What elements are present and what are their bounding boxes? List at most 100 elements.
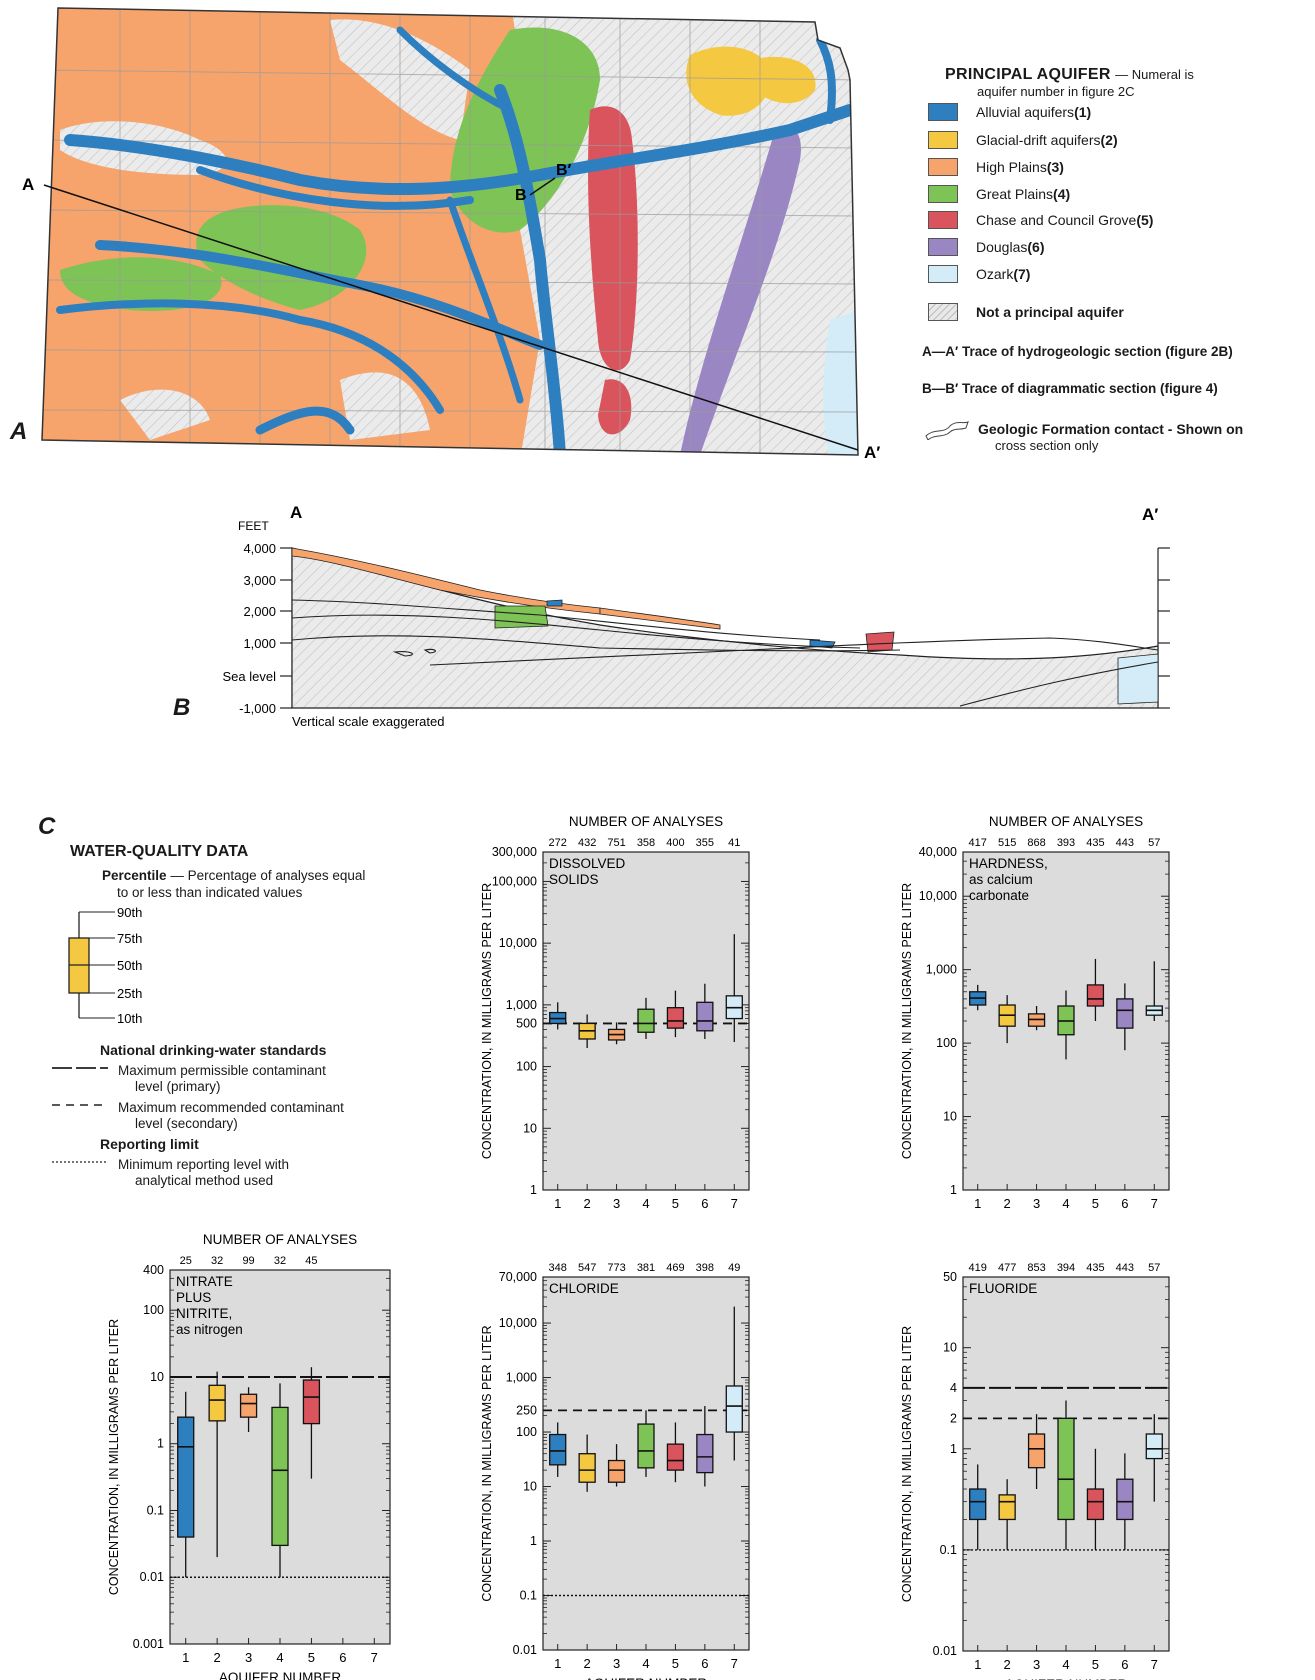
x-tick-label: 6 bbox=[1121, 1657, 1128, 1672]
x-tick-label: 2 bbox=[214, 1650, 221, 1665]
analysis-count: 868 bbox=[1027, 837, 1045, 849]
x-tick-label: 5 bbox=[672, 1196, 679, 1211]
analysis-count: 435 bbox=[1086, 837, 1104, 849]
legend-trace-b: B—B′ Trace of diagrammatic section (figu… bbox=[922, 381, 1218, 396]
legend-item-label: Great Plains bbox=[976, 186, 1054, 202]
analysis-count: 355 bbox=[696, 837, 714, 849]
y-tick-label: 1 bbox=[530, 1183, 537, 1197]
y-tick-label: 1,000 bbox=[506, 998, 537, 1012]
box-aquifer-5 bbox=[666, 1443, 685, 1471]
y-tick-label: 0.1 bbox=[940, 1543, 957, 1557]
x-tick-label: 4 bbox=[642, 1656, 649, 1671]
river-alluvial bbox=[64, 104, 856, 196]
legend-item-label: Glacial-drift aquifers bbox=[976, 132, 1101, 148]
chart-title-line: SOLIDS bbox=[549, 872, 599, 887]
x-tick-label: 2 bbox=[1004, 1657, 1011, 1672]
x-tick-label: 5 bbox=[1092, 1657, 1099, 1672]
map-label-b-prime: B′ bbox=[556, 162, 572, 179]
analysis-count: 547 bbox=[578, 1262, 596, 1274]
box-aquifer-5 bbox=[666, 1007, 685, 1029]
y-tick-label: 1,000 bbox=[926, 963, 957, 977]
river-alluvial bbox=[56, 299, 444, 414]
key-p25: 25th bbox=[117, 986, 142, 1001]
key-p10: 10th bbox=[117, 1011, 142, 1026]
analysis-count: 32 bbox=[211, 1255, 223, 1267]
y-tick-label: 0.001 bbox=[133, 1637, 164, 1651]
y-tick-label: 100 bbox=[936, 1036, 957, 1050]
river-alluvial bbox=[255, 406, 355, 435]
wq-percentile-desc1: — Percentage of analyses equal bbox=[170, 868, 366, 883]
x-tick-label: 4 bbox=[1062, 1657, 1069, 1672]
analysis-count: 49 bbox=[728, 1262, 740, 1274]
y-tick-label: 10 bbox=[943, 1341, 957, 1355]
map-label-b: B bbox=[515, 187, 527, 204]
box-aquifer-5 bbox=[1086, 1488, 1105, 1521]
river-alluvial bbox=[196, 166, 474, 210]
analysis-count: 443 bbox=[1116, 1262, 1134, 1274]
section-tick: 1,000 bbox=[243, 636, 276, 651]
legend-heading: PRINCIPAL AQUIFER — Numeral is bbox=[945, 66, 1194, 84]
x-tick-label: 6 bbox=[701, 1196, 708, 1211]
box-aquifer-6 bbox=[1116, 1478, 1134, 1521]
analysis-count: 394 bbox=[1057, 1262, 1075, 1274]
river-alluvial bbox=[396, 26, 514, 114]
y-tick-label: 10 bbox=[523, 1480, 537, 1494]
chart-title-line: as calcium bbox=[969, 872, 1033, 887]
key-p75: 75th bbox=[117, 931, 142, 946]
chart-title-line: as nitrogen bbox=[176, 1322, 243, 1337]
legend-title: PRINCIPAL AQUIFER bbox=[945, 66, 1111, 83]
box-aquifer-4 bbox=[1057, 1417, 1075, 1521]
map-label-a-prime: A′ bbox=[864, 443, 880, 460]
section-tick: Sea level bbox=[223, 669, 277, 684]
y-axis-label: CONCENTRATION, IN MILLIGRAMS PER LITER bbox=[480, 1325, 494, 1601]
y-tick-label: 0.01 bbox=[140, 1570, 164, 1584]
section-tick: -1,000 bbox=[239, 701, 276, 716]
section-note: Vertical scale exaggerated bbox=[292, 714, 444, 729]
x-tick-label: 1 bbox=[974, 1196, 981, 1211]
legend-contact-line2: cross section only bbox=[995, 438, 1099, 453]
wq-reporting-2: analytical method used bbox=[135, 1173, 274, 1188]
legend-item: Great Plains (4) bbox=[928, 185, 1070, 203]
x-tick-label: 2 bbox=[584, 1196, 591, 1211]
legend-item-number: (7) bbox=[1013, 266, 1031, 282]
x-tick-label: 7 bbox=[371, 1650, 378, 1665]
chart-chloride: 0.01 0.1 1 10 100 250 1,000 10,000 70,000 1 2 3 4 5 6 7… bbox=[480, 1262, 750, 1680]
legend-item: Ozark (7) bbox=[928, 265, 1030, 283]
analysis-count: 773 bbox=[607, 1262, 625, 1274]
y-axis-label: CONCENTRATION, IN MILLIGRAMS PER LITER bbox=[900, 883, 914, 1159]
wq-percentile-desc2: to or less than indicated values bbox=[117, 885, 303, 900]
chart-title-line: HARDNESS, bbox=[969, 856, 1048, 871]
analysis-count: 443 bbox=[1116, 837, 1134, 849]
x-tick-label: 5 bbox=[308, 1650, 315, 1665]
x-tick-label: 7 bbox=[1151, 1657, 1158, 1672]
analysis-count: 272 bbox=[549, 837, 567, 849]
x-tick-label: 6 bbox=[701, 1656, 708, 1671]
y-tick-label: 100 bbox=[143, 1303, 164, 1317]
analysis-count: 417 bbox=[969, 837, 987, 849]
key-p50: 50th bbox=[117, 958, 142, 973]
box-aquifer-4 bbox=[637, 1008, 655, 1033]
x-tick-label: 2 bbox=[1004, 1196, 1011, 1211]
wq-secondary-2: level (secondary) bbox=[135, 1116, 238, 1131]
box-aquifer-1 bbox=[177, 1416, 195, 1538]
x-tick-label: 7 bbox=[731, 1196, 738, 1211]
x-tick-label: 4 bbox=[642, 1196, 649, 1211]
number-of-analyses-label: NUMBER OF ANALYSES bbox=[989, 814, 1143, 829]
legend-item-label: Ozark bbox=[976, 266, 1014, 282]
box-aquifer-4 bbox=[637, 1423, 655, 1469]
analysis-count: 469 bbox=[666, 1262, 684, 1274]
panel-letter-a: A bbox=[10, 418, 28, 445]
legend-swatch bbox=[928, 265, 958, 283]
x-axis-label: AQUIFER NUMBER bbox=[219, 1670, 342, 1680]
analysis-count: 477 bbox=[998, 1262, 1016, 1274]
legend-contact: Geologic Formation contact - Shown on bbox=[978, 421, 1243, 437]
y-tick-label: 1 bbox=[950, 1442, 957, 1456]
legend-note-1: — Numeral is bbox=[1115, 67, 1194, 82]
y-tick-label: 10 bbox=[150, 1370, 164, 1384]
secondary-standard-line-key bbox=[52, 1104, 108, 1106]
analysis-count: 41 bbox=[728, 837, 740, 849]
y-tick-label: 4 bbox=[950, 1381, 957, 1395]
x-tick-label: 3 bbox=[613, 1656, 620, 1671]
percentile-key: 90th 75th 50th 25th 10th bbox=[68, 905, 142, 1026]
